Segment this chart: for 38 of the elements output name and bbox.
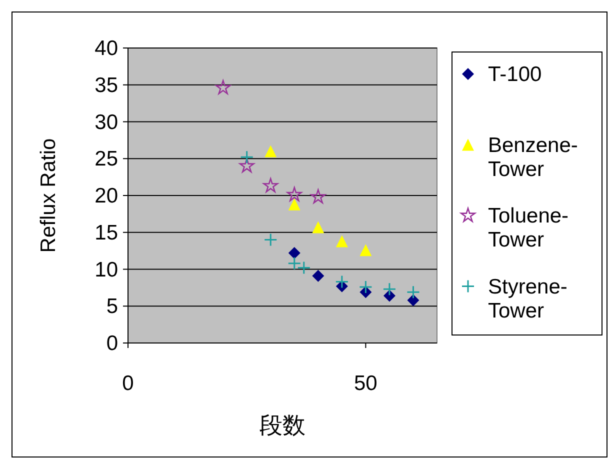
point [288, 247, 300, 260]
point [407, 294, 420, 306]
legend-label: T-100 [488, 63, 542, 86]
x-axis-title: 段数 [260, 412, 306, 438]
y-tick-label: 35 [94, 74, 118, 97]
y-axis-title: Reflux Ratio [37, 138, 60, 253]
y-tick-label: 10 [94, 258, 118, 282]
legend-label: Benzene-Tower [488, 134, 578, 181]
point [263, 178, 278, 192]
point [406, 285, 420, 299]
point [336, 235, 348, 248]
point [264, 145, 277, 158]
point [382, 282, 396, 296]
y-tick-label: 40 [94, 37, 118, 60]
y-tick-label: 20 [94, 184, 118, 208]
point [312, 221, 324, 234]
point [310, 189, 326, 204]
point [358, 280, 372, 294]
point [216, 80, 231, 94]
point [286, 186, 302, 202]
y-tick-label: 0 [106, 332, 118, 355]
legend-label: Styrene-Tower [488, 275, 568, 322]
point [240, 150, 254, 164]
legend-label: Toluene-Tower [488, 204, 569, 252]
point [312, 270, 324, 282]
point [288, 198, 300, 210]
point [239, 158, 254, 172]
y-tick-label: 25 [94, 148, 118, 171]
point [360, 244, 372, 256]
x-tick-label: 50 [354, 372, 378, 395]
point [288, 256, 302, 270]
y-tick-label: 30 [94, 110, 118, 134]
point [383, 290, 396, 302]
point [297, 261, 311, 275]
y-tick-label: 15 [94, 221, 118, 244]
point [264, 233, 278, 246]
point [335, 275, 349, 289]
y-tick-label: 5 [106, 295, 118, 318]
